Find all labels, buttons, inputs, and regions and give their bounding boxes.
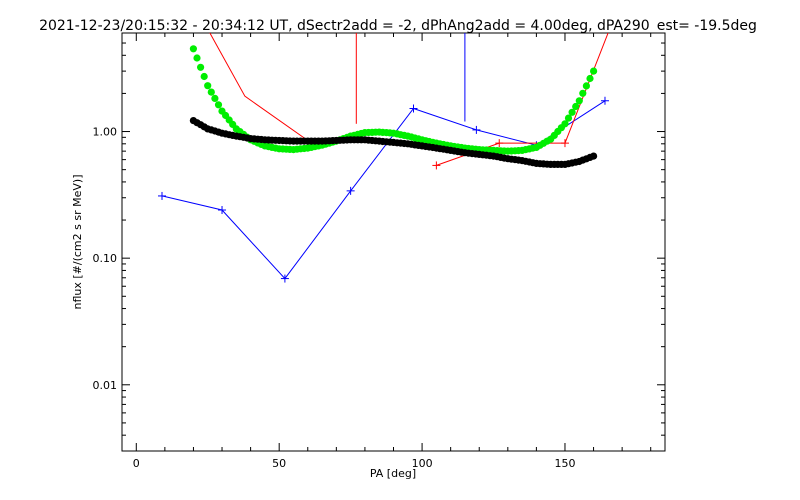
series-6-dot	[500, 154, 508, 162]
series-5-dot	[193, 54, 201, 62]
series-6-dot	[514, 156, 523, 164]
series-6-dot	[214, 128, 223, 136]
series-6-dot	[229, 131, 237, 139]
chart-title: 2021-12-23/20:15:32 - 20:34:12 UT, dSect…	[39, 18, 757, 34]
series-5-dot	[286, 145, 294, 153]
series-5-dot	[229, 120, 237, 128]
series-5-point	[590, 67, 598, 75]
series-5-dot	[214, 101, 223, 109]
series-6-dot	[557, 160, 566, 168]
series-6-dot	[314, 137, 323, 145]
series-5-dot	[197, 63, 205, 71]
series-6-dot	[300, 137, 308, 145]
series-6-dot	[372, 137, 380, 145]
series-6-dot	[572, 158, 580, 166]
y-tick-label: 1.00	[93, 126, 118, 139]
series-5-dot	[400, 131, 408, 139]
series-6-dot	[286, 137, 294, 145]
series-6-dot	[529, 159, 537, 167]
y-tick-label: 0.01	[93, 379, 118, 392]
series-6-dot	[257, 135, 265, 144]
series-6-dot	[386, 138, 394, 146]
series-6-dot	[329, 137, 337, 145]
series-5-dot	[514, 147, 523, 155]
series-5-dot	[586, 74, 594, 83]
series-5-dot	[211, 94, 219, 102]
series-5-dot	[557, 124, 566, 132]
series-6-dot	[243, 134, 251, 142]
series-5-dot	[207, 88, 215, 96]
series-2-line	[209, 33, 309, 141]
series-5-dot	[529, 144, 537, 152]
series-6-dot	[400, 139, 408, 148]
y-tick-label: 0.10	[93, 252, 118, 265]
series-5-dot	[579, 89, 587, 97]
series-5-dot	[568, 108, 576, 116]
x-axis-label: PA [deg]	[370, 467, 416, 480]
series-5-dot	[372, 128, 380, 136]
series-5-dot	[500, 147, 508, 155]
y-axis-label: nflux [#/(cm2 s sr MeV)]	[71, 175, 84, 310]
series-6-dot	[586, 153, 594, 161]
series-5-point	[575, 97, 583, 105]
series-5-dot	[572, 102, 580, 111]
series-5-dot	[357, 129, 365, 138]
x-tick-label: 100	[412, 457, 433, 470]
series-6-dot	[457, 148, 465, 156]
series-6-dot	[414, 141, 423, 149]
series-6-dot	[343, 136, 351, 144]
x-tick-label: 150	[554, 457, 575, 470]
series-5-dot	[386, 129, 394, 137]
axis-ticks: 0 50 100 150 0.01 0.10 1.00	[93, 32, 665, 470]
x-tick-label: 0	[133, 457, 140, 470]
series-6-dot	[543, 160, 551, 168]
series-5-dot	[582, 82, 591, 90]
series-5-dot	[564, 114, 573, 122]
series-5-dot	[414, 135, 423, 143]
series-6-dot	[272, 136, 280, 144]
series-5-point	[204, 82, 212, 90]
series-5-dot	[200, 72, 208, 81]
series-6-dot	[357, 136, 365, 144]
series-5-dot	[272, 144, 280, 152]
series-6-dot	[429, 143, 437, 152]
series-layer	[158, 33, 609, 283]
series-0-line	[161, 100, 606, 280]
x-tick-label: 50	[272, 457, 286, 470]
series-5-dot	[486, 146, 494, 154]
series-5-point	[189, 45, 197, 53]
series-6-dot	[472, 150, 480, 158]
series-6-dot	[200, 123, 208, 131]
series-6-dot	[486, 152, 494, 160]
series-5-dot	[543, 137, 551, 145]
series-5-dot	[300, 144, 308, 153]
series-6-dot	[443, 146, 451, 154]
